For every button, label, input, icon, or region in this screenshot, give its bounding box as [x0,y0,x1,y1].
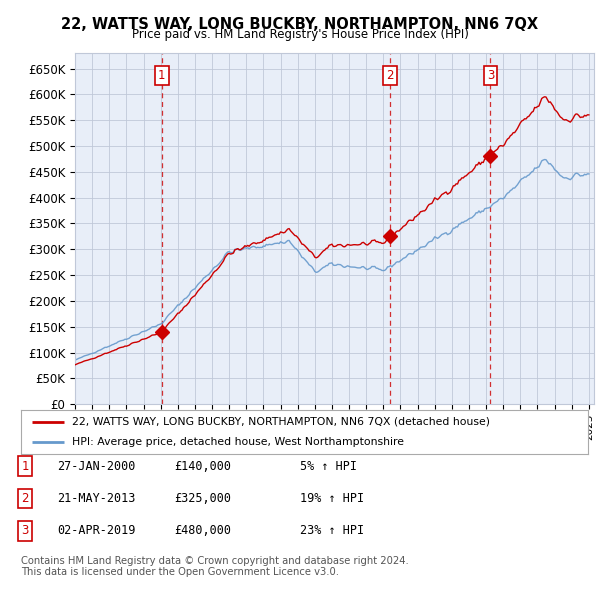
Text: Contains HM Land Registry data © Crown copyright and database right 2024.: Contains HM Land Registry data © Crown c… [21,556,409,566]
Text: 27-JAN-2000: 27-JAN-2000 [57,460,136,473]
Text: 5% ↑ HPI: 5% ↑ HPI [300,460,357,473]
Text: £140,000: £140,000 [174,460,231,473]
Text: 19% ↑ HPI: 19% ↑ HPI [300,492,364,505]
Text: HPI: Average price, detached house, West Northamptonshire: HPI: Average price, detached house, West… [72,437,404,447]
Text: 23% ↑ HPI: 23% ↑ HPI [300,525,364,537]
Text: £325,000: £325,000 [174,492,231,505]
Text: 22, WATTS WAY, LONG BUCKBY, NORTHAMPTON, NN6 7QX (detached house): 22, WATTS WAY, LONG BUCKBY, NORTHAMPTON,… [72,417,490,427]
Text: Price paid vs. HM Land Registry's House Price Index (HPI): Price paid vs. HM Land Registry's House … [131,28,469,41]
Text: This data is licensed under the Open Government Licence v3.0.: This data is licensed under the Open Gov… [21,567,339,577]
Text: 21-MAY-2013: 21-MAY-2013 [57,492,136,505]
Text: 02-APR-2019: 02-APR-2019 [57,525,136,537]
Text: 2: 2 [386,69,394,82]
Text: £480,000: £480,000 [174,525,231,537]
Text: 1: 1 [158,69,166,82]
Text: 1: 1 [22,460,29,473]
Text: 22, WATTS WAY, LONG BUCKBY, NORTHAMPTON, NN6 7QX: 22, WATTS WAY, LONG BUCKBY, NORTHAMPTON,… [61,17,539,31]
Text: 3: 3 [22,525,29,537]
Text: 3: 3 [487,69,494,82]
Text: 2: 2 [22,492,29,505]
